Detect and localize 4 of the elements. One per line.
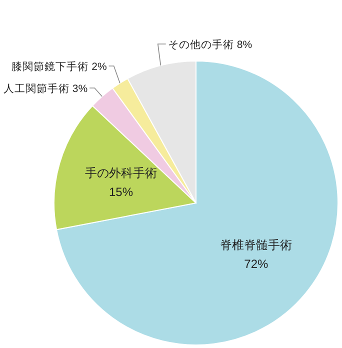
data-label: 15%: [108, 185, 134, 200]
data-label: 72%: [244, 256, 269, 271]
slice-label: 脊椎脊髄手術: [220, 238, 292, 252]
slice-label: 手の外科手術: [85, 166, 157, 180]
